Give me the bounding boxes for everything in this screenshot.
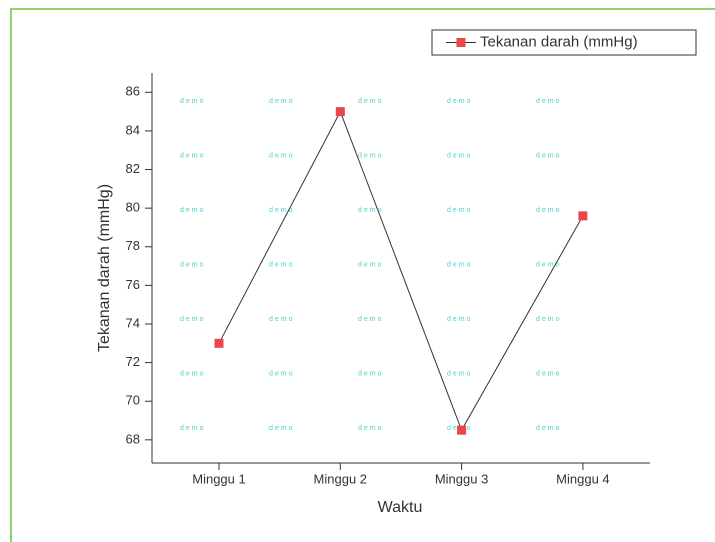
watermark: demo bbox=[269, 98, 295, 105]
watermark: demo bbox=[180, 370, 206, 377]
watermark: demo bbox=[180, 98, 206, 105]
marker bbox=[335, 107, 345, 117]
y-tick-label: 70 bbox=[126, 393, 140, 408]
legend-label: Tekanan darah (mmHg) bbox=[480, 33, 638, 50]
watermark: demo bbox=[269, 370, 295, 377]
x-tick-label: Minggu 3 bbox=[435, 471, 488, 486]
watermark: demo bbox=[358, 316, 384, 323]
x-axis-label: Waktu bbox=[378, 499, 423, 516]
marker bbox=[214, 338, 224, 348]
watermark: demo bbox=[536, 370, 562, 377]
watermark: demo bbox=[447, 370, 473, 377]
watermark: demo bbox=[536, 316, 562, 323]
x-tick-label: Minggu 2 bbox=[314, 471, 367, 486]
marker bbox=[457, 425, 467, 435]
watermark: demo bbox=[447, 261, 473, 268]
watermark: demo bbox=[358, 370, 384, 377]
watermark: demo bbox=[269, 207, 295, 214]
y-tick-label: 86 bbox=[126, 84, 140, 99]
line bbox=[218, 110, 584, 432]
watermark: demo bbox=[180, 316, 206, 323]
watermark: demo bbox=[180, 207, 206, 214]
watermark: demo bbox=[447, 152, 473, 159]
watermark: demo bbox=[269, 152, 295, 159]
y-tick-label: 78 bbox=[126, 238, 140, 253]
watermark: demo bbox=[358, 98, 384, 105]
watermark: demo bbox=[180, 425, 206, 432]
y-tick-label: 72 bbox=[126, 354, 140, 369]
y-tick-label: 68 bbox=[126, 431, 140, 446]
frame bbox=[10, 8, 715, 542]
watermark: demo bbox=[536, 261, 562, 268]
watermark: demo bbox=[269, 316, 295, 323]
watermark: demo bbox=[447, 207, 473, 214]
legend-marker bbox=[456, 38, 466, 47]
watermark: demo bbox=[180, 261, 206, 268]
watermark: demo bbox=[447, 98, 473, 105]
y-tick-label: 82 bbox=[126, 161, 140, 176]
watermark: demo bbox=[180, 152, 206, 159]
y-axis-label: Tekanan darah (mmHg) bbox=[96, 184, 113, 352]
watermark: demo bbox=[447, 316, 473, 323]
y-tick-label: 80 bbox=[126, 200, 140, 215]
watermark: demo bbox=[358, 261, 384, 268]
watermark: demo bbox=[536, 425, 562, 432]
watermark: demo bbox=[358, 152, 384, 159]
x-tick-label: Minggu 1 bbox=[192, 471, 245, 486]
watermark: demo bbox=[269, 425, 295, 432]
watermark: demo bbox=[269, 261, 295, 268]
marker bbox=[578, 211, 588, 221]
watermark: demo bbox=[536, 152, 562, 159]
x-tick-label: Minggu 4 bbox=[556, 471, 609, 486]
watermark: demo bbox=[536, 207, 562, 214]
watermark: demo bbox=[358, 207, 384, 214]
watermark: demo bbox=[358, 425, 384, 432]
y-tick-label: 76 bbox=[126, 277, 140, 292]
y-tick-label: 74 bbox=[126, 315, 140, 330]
watermark: demo bbox=[536, 98, 562, 105]
y-tick-label: 84 bbox=[126, 122, 140, 137]
